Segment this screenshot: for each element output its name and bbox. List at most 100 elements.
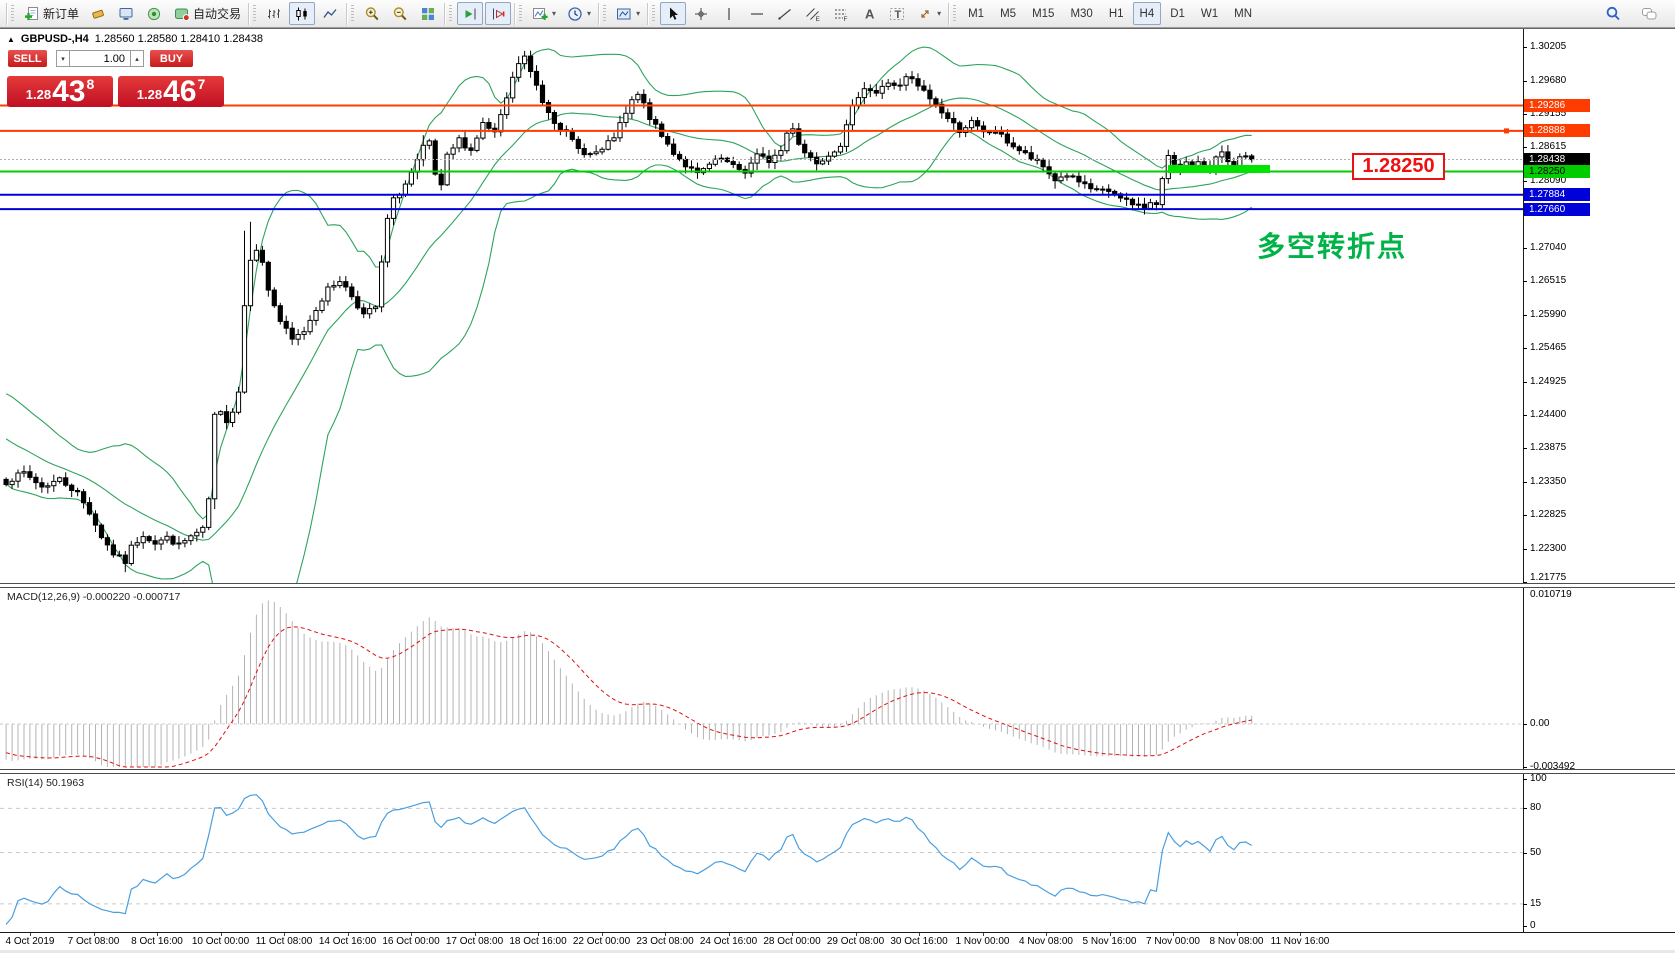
svg-text:A: A xyxy=(865,6,875,21)
search-button[interactable] xyxy=(1600,2,1626,25)
indicator-list-button[interactable]: ▾ xyxy=(611,2,644,25)
toolbar-separator xyxy=(6,2,7,25)
zoom-out-button[interactable] xyxy=(387,2,413,25)
tf-w1-button[interactable]: W1 xyxy=(1200,7,1219,20)
time-tick-label: 7 Nov 00:00 xyxy=(1146,936,1200,947)
bar-chart-button[interactable] xyxy=(261,2,287,25)
signals-button[interactable] xyxy=(141,2,167,25)
buy-price-box[interactable]: 1.28 46 7 xyxy=(118,76,224,107)
tf-h4-button[interactable]: H4 xyxy=(1132,2,1162,25)
time-tick-mark xyxy=(1173,933,1174,936)
bollinger-bands[interactable] xyxy=(5,46,1253,583)
toolbar-grip[interactable] xyxy=(652,4,656,23)
price-tick-label: 1.22300 xyxy=(1530,542,1567,554)
tf-m5-button[interactable]: M5 xyxy=(1000,7,1017,20)
zoom-in-icon xyxy=(365,6,379,20)
macd-indicator-label: MACD(12,26,9) -0.000220 -0.000717 xyxy=(7,591,181,603)
chart-shift-button[interactable] xyxy=(485,2,512,25)
volume-input[interactable] xyxy=(70,50,130,67)
chat-icon xyxy=(1642,7,1657,19)
sell-price-box[interactable]: 1.28 43 8 xyxy=(7,76,113,107)
toolbar-grip[interactable] xyxy=(953,4,957,23)
symbol-ohlc-values: 1.28560 1.28580 1.28410 1.28438 xyxy=(94,33,263,45)
toolbar-grip[interactable] xyxy=(519,4,523,23)
price-tick-label: 1.27040 xyxy=(1530,241,1567,253)
macd-pane[interactable] xyxy=(0,588,1523,769)
line-selection-handle[interactable] xyxy=(1504,128,1509,134)
vertical-line-button[interactable] xyxy=(716,2,742,25)
time-tick-label: 8 Oct 16:00 xyxy=(131,936,183,947)
tf-h1-button[interactable]: H1 xyxy=(1108,7,1124,20)
price-tick-mark xyxy=(1523,448,1527,450)
text-label-button[interactable]: T xyxy=(884,2,910,25)
tf-m1-button[interactable]: M1 xyxy=(968,7,985,20)
autoscroll-button[interactable] xyxy=(457,2,484,25)
price-tick-mark xyxy=(1523,281,1527,283)
periods-button[interactable]: ▾ xyxy=(562,2,595,25)
support-zone-segment[interactable] xyxy=(1168,165,1270,173)
line-chart-button[interactable] xyxy=(317,2,343,25)
chat-button[interactable] xyxy=(1636,2,1662,25)
time-tick-label: 24 Oct 16:00 xyxy=(699,936,758,947)
price-axis-border xyxy=(1523,29,1524,932)
symbol-period-label: GBPUSD-,H4 xyxy=(20,33,89,45)
toolbar-grip[interactable] xyxy=(603,4,607,23)
buy-button[interactable]: BUY xyxy=(150,50,193,67)
fibonacci-button[interactable]: F xyxy=(828,2,854,25)
pane-divider-rsi[interactable] xyxy=(0,769,1675,774)
price-tick-label: 1.30205 xyxy=(1530,41,1567,52)
tf-m15-button[interactable]: M15 xyxy=(1032,7,1055,20)
autotrading-button[interactable]: 自动交易 xyxy=(169,2,245,25)
tf-mn-button[interactable]: MN xyxy=(1234,7,1253,20)
candlestick-button[interactable] xyxy=(289,2,316,25)
price-level-label-box[interactable]: 1.28250 xyxy=(1352,153,1445,180)
toolbar-grip[interactable] xyxy=(351,4,355,23)
time-tick-label: 8 Nov 08:00 xyxy=(1209,936,1264,947)
text-button[interactable]: A xyxy=(856,2,882,25)
indicators-button[interactable]: ▾ xyxy=(527,2,560,25)
time-tick-mark xyxy=(411,933,412,936)
zoom-in-button[interactable] xyxy=(359,2,385,25)
crosshair-button[interactable] xyxy=(688,2,714,25)
sell-button[interactable]: SELL xyxy=(8,50,47,67)
equidistant-channel-button[interactable]: E xyxy=(800,2,826,25)
price-tick-label: 1.29680 xyxy=(1530,74,1567,86)
cursor-button[interactable] xyxy=(660,2,687,25)
collapse-panel-arrow-icon[interactable]: ▲ xyxy=(7,34,15,44)
price-tick-label: 1.25465 xyxy=(1530,342,1567,354)
chart-annotation-text[interactable]: 多空转折点 xyxy=(1257,231,1408,262)
pane-divider-macd[interactable] xyxy=(0,583,1675,588)
trendline-button[interactable] xyxy=(772,2,798,25)
volume-increase-button[interactable]: ▴ xyxy=(130,50,144,67)
toolbar-grip[interactable] xyxy=(253,4,257,23)
time-tick-mark xyxy=(1300,933,1301,936)
new-order-button[interactable]: 新订单 xyxy=(19,2,83,25)
time-tick-mark xyxy=(157,933,158,936)
arrows-button[interactable]: ▾ xyxy=(912,2,945,25)
rsi-pane[interactable] xyxy=(0,774,1523,932)
time-tick-mark xyxy=(665,933,666,936)
new-chart-button[interactable] xyxy=(85,2,111,25)
terminal-button[interactable] xyxy=(113,2,139,25)
price-tick-mark xyxy=(1523,348,1527,350)
volume-decrease-button[interactable]: ▾ xyxy=(56,50,70,67)
buy-price-prefix: 1.28 xyxy=(136,87,163,102)
horizontal-line-button[interactable] xyxy=(744,2,770,25)
toolbar-grip[interactable] xyxy=(11,4,14,23)
time-tick-label: 5 Nov 16:00 xyxy=(1082,936,1137,947)
candles[interactable] xyxy=(3,50,1255,573)
time-tick-mark xyxy=(284,933,285,936)
tf-d1-button[interactable]: D1 xyxy=(1170,7,1185,20)
rsi-tick-label: 100 xyxy=(1530,773,1547,784)
price-chart-pane[interactable] xyxy=(0,29,1523,583)
arrows-icon xyxy=(921,9,929,18)
price-tick-label: 1.26515 xyxy=(1530,275,1567,287)
tf-m30-button[interactable]: M30 xyxy=(1070,7,1093,20)
time-tick-label: 14 Oct 16:00 xyxy=(318,936,377,947)
rsi-tick-label: 0 xyxy=(1530,920,1536,931)
rsi-tick-mark xyxy=(1523,808,1527,810)
tile-windows-button[interactable] xyxy=(415,2,441,25)
toolbar-grip[interactable] xyxy=(449,4,453,23)
time-axis[interactable]: 4 Oct 2019 7 Oct 08:00 8 Oct 16:00 10 Oct 0… xyxy=(0,932,1675,950)
